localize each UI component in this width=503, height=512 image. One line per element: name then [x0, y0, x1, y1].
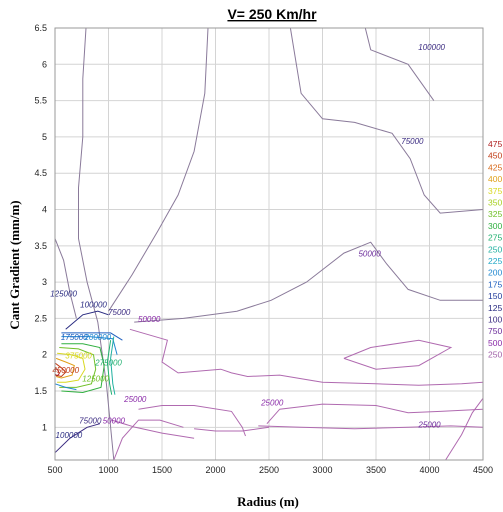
contour-lines	[54, 27, 484, 461]
y-tick-label: 2	[42, 350, 47, 360]
legend-entry: 750	[488, 326, 502, 336]
contour-line	[110, 336, 116, 395]
x-tick-labels: 500 1000 1500 2000 2500 3000 3500 4000 4500	[47, 465, 493, 475]
contour-label: 125000	[50, 290, 77, 299]
contour-line	[54, 383, 77, 391]
y-tick-label: 3	[42, 277, 47, 287]
contour-line	[289, 27, 484, 214]
contour-label: 25000	[123, 395, 147, 404]
contour-line	[113, 419, 184, 461]
y-tick-label: 4.5	[34, 168, 47, 178]
legend-entry: 275	[488, 233, 502, 243]
contour-label: 200000	[83, 333, 111, 342]
contour-line	[57, 352, 86, 383]
x-tick-label: 1500	[152, 465, 172, 475]
contour-line	[343, 339, 453, 370]
y-tick-label: 6	[42, 59, 47, 69]
y-tick-label: 2.5	[34, 313, 47, 323]
contour-line	[61, 336, 118, 355]
contour-line	[258, 425, 484, 430]
legend: 4754504254003753503253002752502252001751…	[488, 139, 502, 360]
contour-line	[59, 347, 97, 388]
legend-entry: 425	[488, 162, 502, 172]
y-axis-label: Cant Gradient (mm/m)	[7, 200, 22, 329]
legend-entry: 225	[488, 256, 502, 266]
contour-line	[266, 403, 484, 425]
legend-entry: 125	[488, 303, 502, 313]
x-tick-label: 500	[47, 465, 62, 475]
contour-line	[445, 398, 484, 461]
contour-line	[111, 419, 195, 439]
legend-entry: 300	[488, 221, 502, 231]
x-tick-label: 4500	[473, 465, 493, 475]
contour-line	[364, 27, 435, 101]
grid	[54, 27, 484, 460]
legend-entry: 500	[488, 338, 502, 348]
y-tick-label: 3.5	[34, 241, 47, 251]
y-tick-label: 1.5	[34, 386, 47, 396]
contour-line	[54, 238, 77, 319]
y-tick-label: 5.5	[34, 96, 47, 106]
x-tick-label: 2500	[259, 465, 279, 475]
contour-line	[129, 328, 484, 386]
contour-label: 450000	[52, 366, 79, 375]
legend-entry: 250	[488, 244, 502, 254]
contour-label: 125000	[82, 375, 109, 384]
contour-label: 50000	[138, 315, 161, 324]
contour-line	[65, 310, 109, 330]
contour-label: 50000	[358, 250, 381, 259]
legend-entry: 250	[488, 350, 502, 360]
contour-label: 25000	[260, 399, 284, 408]
contour-label: 75000	[79, 417, 102, 426]
contour-label: 100000	[80, 301, 107, 310]
legend-entry: 325	[488, 209, 502, 219]
contour-label: 75000	[401, 137, 424, 146]
legend-entry: 450	[488, 151, 502, 161]
contour-label: 25000	[417, 420, 441, 429]
y-tick-label: 5	[42, 132, 47, 142]
contour-label: 275000	[94, 359, 122, 368]
x-tick-label: 2000	[205, 465, 225, 475]
y-tick-label: 4	[42, 205, 47, 215]
contour-label: 100000	[56, 431, 83, 440]
legend-entry: 400	[488, 174, 502, 184]
contour-label: 100000	[418, 43, 445, 52]
contour-line	[54, 423, 101, 454]
contour-line	[108, 27, 209, 312]
legend-entry: 475	[488, 139, 502, 149]
chart-title: V= 250 Km/hr	[227, 6, 317, 22]
legend-entry: 175	[488, 279, 502, 289]
contour-line	[138, 405, 246, 437]
legend-entry: 150	[488, 291, 502, 301]
contour-label: 375000	[65, 351, 92, 360]
x-tick-label: 1000	[98, 465, 118, 475]
x-axis-label: Radius (m)	[237, 494, 299, 509]
contour-line	[55, 357, 75, 379]
legend-entry: 350	[488, 198, 502, 208]
legend-entry: 100	[488, 315, 502, 325]
x-tick-label: 3500	[366, 465, 386, 475]
x-tick-label: 4000	[419, 465, 439, 475]
contour-line	[194, 426, 270, 432]
contour-label: 75000	[108, 308, 131, 317]
contour-line	[55, 362, 67, 378]
legend-entry: 200	[488, 268, 502, 278]
plot-border	[54, 27, 484, 461]
y-tick-labels: 1 1.5 2 2.5 3 3.5 4 4.5 5 5.5 6 6.5	[34, 23, 47, 432]
contour-line	[134, 241, 483, 323]
contour-labels: 1000007500050000500002500025000250005000…	[50, 43, 445, 440]
x-tick-label: 3000	[312, 465, 332, 475]
contour-line	[54, 367, 60, 377]
contour-line	[61, 332, 123, 341]
contour-line	[106, 340, 113, 395]
y-tick-label: 6.5	[34, 23, 47, 33]
contour-label: 175000	[61, 333, 88, 342]
contour-line	[61, 343, 105, 394]
legend-entry: 375	[488, 186, 502, 196]
contour-label: 50000	[103, 417, 126, 426]
y-tick-label: 1	[42, 422, 47, 432]
